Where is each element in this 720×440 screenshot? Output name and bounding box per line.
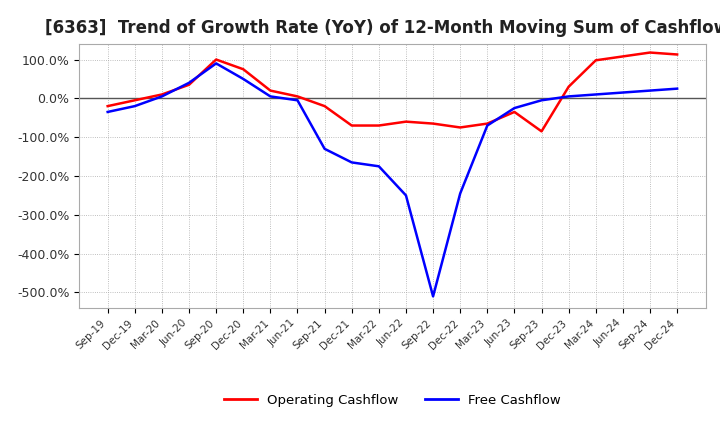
Free Cashflow (618, 90, 627, 95)
Free Cashflow (104, 109, 112, 114)
Title: [6363]  Trend of Growth Rate (YoY) of 12-Month Moving Sum of Cashflows: [6363] Trend of Growth Rate (YoY) of 12-… (45, 19, 720, 37)
Operating Cashflow (456, 125, 464, 130)
Free Cashflow (348, 160, 356, 165)
Free Cashflow (185, 80, 194, 85)
Free Cashflow (537, 98, 546, 103)
Line: Operating Cashflow: Operating Cashflow (108, 52, 677, 132)
Operating Cashflow (104, 103, 112, 109)
Operating Cashflow (428, 121, 437, 126)
Operating Cashflow (402, 119, 410, 124)
Free Cashflow (591, 92, 600, 97)
Operating Cashflow (537, 129, 546, 134)
Free Cashflow (510, 106, 518, 111)
Operating Cashflow (374, 123, 383, 128)
Operating Cashflow (591, 58, 600, 63)
Legend: Operating Cashflow, Free Cashflow: Operating Cashflow, Free Cashflow (218, 389, 567, 412)
Free Cashflow (672, 86, 681, 91)
Operating Cashflow (320, 103, 329, 109)
Operating Cashflow (185, 82, 194, 88)
Free Cashflow (564, 94, 573, 99)
Operating Cashflow (158, 92, 166, 97)
Operating Cashflow (266, 88, 275, 93)
Operating Cashflow (510, 109, 518, 114)
Operating Cashflow (564, 84, 573, 89)
Free Cashflow (402, 193, 410, 198)
Free Cashflow (130, 103, 139, 109)
Free Cashflow (374, 164, 383, 169)
Free Cashflow (483, 123, 492, 128)
Operating Cashflow (672, 52, 681, 57)
Free Cashflow (212, 61, 220, 66)
Operating Cashflow (212, 57, 220, 62)
Free Cashflow (428, 294, 437, 299)
Free Cashflow (293, 98, 302, 103)
Operating Cashflow (348, 123, 356, 128)
Free Cashflow (158, 94, 166, 99)
Operating Cashflow (646, 50, 654, 55)
Operating Cashflow (239, 66, 248, 72)
Free Cashflow (456, 191, 464, 196)
Line: Free Cashflow: Free Cashflow (108, 63, 677, 297)
Operating Cashflow (618, 54, 627, 59)
Operating Cashflow (293, 94, 302, 99)
Operating Cashflow (130, 98, 139, 103)
Free Cashflow (239, 76, 248, 81)
Free Cashflow (320, 146, 329, 151)
Free Cashflow (646, 88, 654, 93)
Operating Cashflow (483, 121, 492, 126)
Free Cashflow (266, 94, 275, 99)
